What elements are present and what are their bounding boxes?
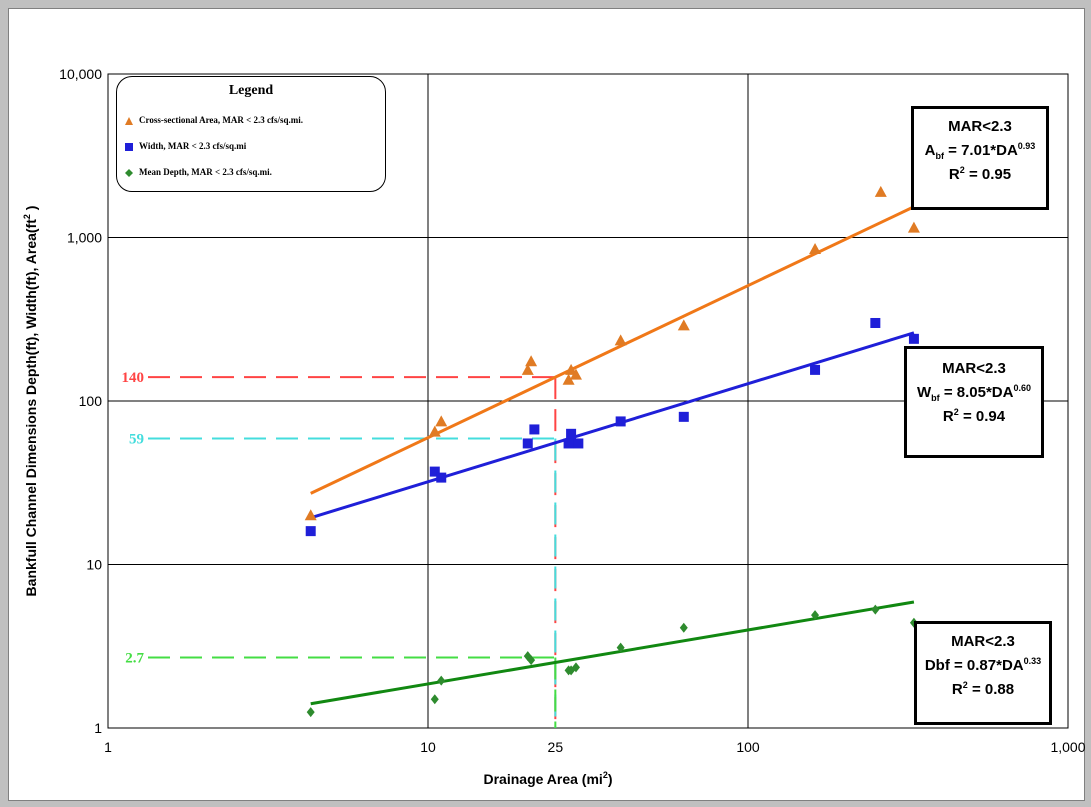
data-point-area [304, 509, 317, 521]
equation-area-condition: MAR<2.3 [948, 118, 1012, 135]
equation-width-formula: Wbf = 8.05*DA0.60 [917, 383, 1031, 403]
y-tick-label: 10 [86, 557, 102, 573]
data-point-depth [871, 604, 880, 615]
data-point-depth [616, 642, 625, 653]
data-point-width [870, 317, 881, 328]
data-point-width [305, 526, 316, 537]
x-axis-title: Drainage Area (mi2) [484, 770, 613, 787]
data-point-depth [811, 610, 820, 621]
equation-area-formula: Abf = 7.01*DA0.93 [924, 141, 1036, 161]
y-tick-label: 100 [79, 393, 103, 409]
data-point-depth [437, 675, 446, 686]
equation-box-area: MAR<2.3 Abf = 7.01*DA0.93 R2 = 0.95 [911, 106, 1049, 210]
x-tick-label: 1,000 [1050, 739, 1085, 755]
fit-line-square [310, 331, 915, 520]
data-point-width [573, 438, 584, 449]
data-point-width [563, 438, 574, 449]
data-point-area [525, 355, 538, 367]
legend-item-area: Cross-sectional Area, MAR < 2.3 cfs/sq.m… [125, 115, 303, 125]
y-tick-label: 1 [94, 720, 102, 736]
legend: Legend Cross-sectional Area, MAR < 2.3 c… [116, 76, 386, 192]
equation-depth-condition: MAR<2.3 [951, 633, 1015, 650]
data-point-width [615, 416, 626, 427]
data-point-depth [527, 655, 536, 666]
reference-label: 2.7 [125, 650, 144, 666]
data-point-width [429, 466, 440, 477]
data-point-area [809, 243, 822, 255]
data-point-area [907, 221, 920, 233]
equation-depth-formula: Dbf = 0.87*DA0.33 [924, 656, 1042, 675]
y-axis-title: Bankfull Channel Dimensions Depth(ft), W… [22, 206, 39, 597]
equation-box-depth: MAR<2.3 Dbf = 0.87*DA0.33 R2 = 0.88 [914, 621, 1052, 725]
data-point-depth [306, 707, 315, 718]
equation-box-width: MAR<2.3 Wbf = 8.05*DA0.60 R2 = 0.94 [904, 346, 1044, 458]
data-point-area [874, 185, 887, 197]
data-point-width [529, 424, 540, 435]
data-point-area [569, 368, 582, 380]
x-tick-label: 25 [548, 739, 564, 755]
legend-marker-triangle [125, 116, 133, 125]
data-point-area [614, 334, 627, 346]
equation-depth-r2: R2 = 0.88 [951, 680, 1015, 699]
data-point-area [428, 425, 441, 437]
data-point-width [908, 333, 919, 344]
equation-area-r2: R2 = 0.95 [948, 165, 1012, 184]
data-point-width [522, 438, 533, 449]
reference-line-2-7: 2.7 [125, 650, 557, 728]
y-tick-label: 10,000 [59, 66, 102, 82]
data-point-depth [430, 694, 439, 705]
x-tick-label: 1 [104, 739, 112, 755]
legend-label-area: Cross-sectional Area, MAR < 2.3 cfs/sq.m… [139, 115, 304, 125]
reference-label: 59 [129, 431, 144, 447]
x-tick-label: 10 [420, 739, 436, 755]
equation-width-condition: MAR<2.3 [942, 360, 1006, 377]
data-point-area [677, 319, 690, 331]
legend-title: Legend [228, 83, 274, 98]
x-tick-label: 100 [736, 739, 760, 755]
legend-marker-square [125, 142, 133, 151]
data-point-width [436, 472, 447, 483]
legend-label-depth: Mean Depth, MAR < 2.3 cfs/sq.mi. [139, 167, 272, 177]
legend-item-depth: Mean Depth, MAR < 2.3 cfs/sq.mi. [125, 167, 272, 177]
fit-line-triangle [310, 205, 915, 495]
legend-item-width: Width, MAR < 2.3 cfs/sq.mi [125, 141, 246, 151]
data-point-area [435, 415, 448, 427]
legend-label-width: Width, MAR < 2.3 cfs/sq.mi [139, 141, 247, 151]
y-tick-label: 1,000 [67, 230, 102, 246]
data-point-area [562, 373, 575, 385]
equation-width-r2: R2 = 0.94 [942, 407, 1006, 426]
data-point-depth [571, 662, 580, 673]
data-point-area [521, 363, 534, 375]
legend-marker-diamond [125, 168, 133, 177]
reference-line-59: 59 [129, 431, 557, 728]
fit-line-diamond [310, 600, 915, 706]
data-point-depth [679, 622, 688, 633]
data-point-width [566, 428, 577, 439]
data-point-width [810, 364, 821, 375]
reference-label: 140 [122, 370, 145, 386]
data-point-width [678, 411, 689, 422]
